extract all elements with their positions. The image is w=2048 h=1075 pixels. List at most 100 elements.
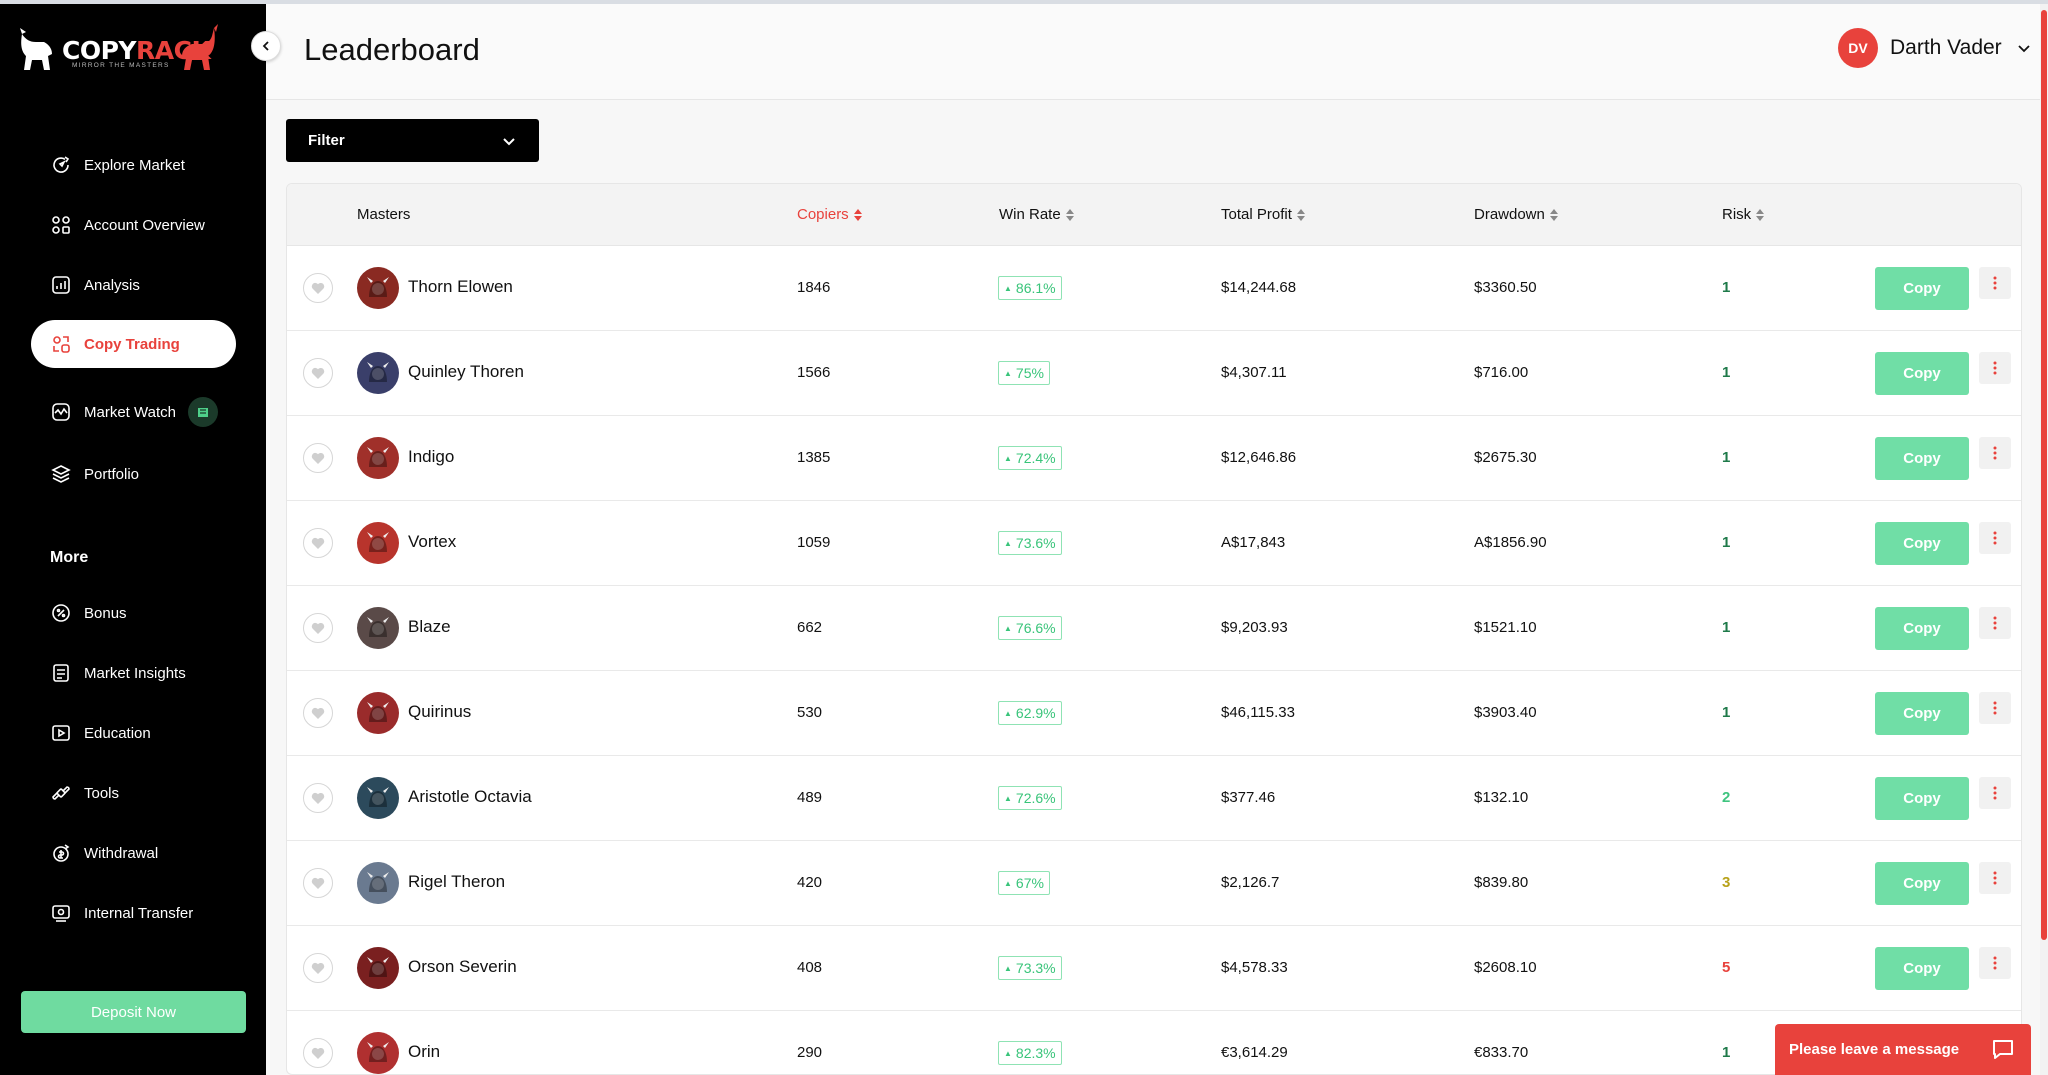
chat-widget[interactable]: Please leave a message [1775, 1024, 2031, 1075]
sidebar-item-copy-trading[interactable]: Copy Trading [31, 320, 236, 368]
sidebar-item-withdrawal[interactable]: Withdrawal [31, 829, 236, 877]
chevron-down-icon [2018, 45, 2030, 53]
column-drawdown[interactable]: Drawdown [1474, 206, 1559, 223]
table-row: Quinley Thoren 1566 ▲ 75% $4,307.11 $716… [287, 331, 2021, 416]
drawdown-value: $1521.10 [1474, 619, 1537, 636]
risk-value: 1 [1722, 534, 1731, 551]
win-rate-value: 76.6% [1015, 620, 1056, 636]
master-name[interactable]: Aristotle Octavia [408, 787, 532, 806]
more-options-button[interactable] [1979, 777, 2011, 809]
bull-avatar-icon [357, 1032, 399, 1074]
copy-button[interactable]: Copy [1875, 947, 1969, 990]
deposit-now-button[interactable]: Deposit Now [21, 991, 246, 1033]
master-name[interactable]: Vortex [408, 532, 457, 551]
master-avatar[interactable] [357, 437, 399, 479]
more-options-button[interactable] [1979, 692, 2011, 724]
master-avatar[interactable] [357, 777, 399, 819]
copy-button[interactable]: Copy [1875, 437, 1969, 480]
master-name[interactable]: Orson Severin [408, 957, 517, 976]
win-rate-value: 86.1% [1015, 280, 1056, 296]
favorite-button[interactable] [303, 443, 333, 473]
table-row: Quirinus 530 ▲ 62.9% $46,115.33 $3903.40… [287, 671, 2021, 756]
copy-button[interactable]: Copy [1875, 352, 1969, 395]
master-avatar[interactable] [357, 1032, 399, 1074]
copy-button[interactable]: Copy [1875, 607, 1969, 650]
favorite-button[interactable] [303, 613, 333, 643]
column-copiers[interactable]: Copiers [797, 206, 863, 223]
master-name[interactable]: Rigel Theron [408, 872, 506, 891]
collapse-sidebar-button[interactable] [251, 31, 281, 61]
sidebar-item-education[interactable]: Education [31, 709, 236, 757]
sidebar-item-portfolio[interactable]: Portfolio [31, 450, 236, 498]
scrollbar-thumb[interactable] [2041, 10, 2047, 940]
more-options-button[interactable] [1979, 267, 2011, 299]
bull-avatar-icon [357, 352, 399, 394]
red-bull-icon [182, 24, 218, 70]
master-name[interactable]: Quirinus [408, 702, 472, 721]
win-rate-badge: ▲ 62.9% [998, 701, 1062, 725]
favorite-button[interactable] [303, 953, 333, 983]
drawdown-value: A$1856.90 [1474, 534, 1547, 551]
more-options-button[interactable] [1979, 862, 2011, 894]
heart-icon [311, 622, 325, 634]
copy-button[interactable]: Copy [1875, 267, 1969, 310]
sidebar-item-tools[interactable]: Tools [31, 769, 236, 817]
master-avatar[interactable] [357, 692, 399, 734]
master-avatar[interactable] [357, 862, 399, 904]
column-total-profit[interactable]: Total Profit [1221, 206, 1306, 223]
column-risk[interactable]: Risk [1722, 206, 1765, 223]
layers-icon [50, 463, 72, 485]
master-avatar[interactable] [357, 522, 399, 564]
explore-icon [50, 154, 72, 176]
copy-button[interactable]: Copy [1875, 522, 1969, 565]
favorite-button[interactable] [303, 358, 333, 388]
favorite-button[interactable] [303, 868, 333, 898]
filter-label: Filter [308, 132, 345, 149]
favorite-button[interactable] [303, 1038, 333, 1068]
sidebar-item-explore-market[interactable]: Explore Market [31, 141, 236, 189]
filter-dropdown[interactable]: Filter [286, 119, 539, 162]
more-options-button[interactable] [1979, 947, 2011, 979]
total-profit-value: $4,578.33 [1221, 959, 1288, 976]
sidebar-item-bonus[interactable]: Bonus [31, 589, 236, 637]
sidebar-item-market-insights[interactable]: Market Insights [31, 649, 236, 697]
master-avatar[interactable] [357, 947, 399, 989]
favorite-button[interactable] [303, 273, 333, 303]
user-menu[interactable]: DV Darth Vader [1838, 28, 2032, 68]
more-options-button[interactable] [1979, 607, 2011, 639]
more-options-button[interactable] [1979, 352, 2011, 384]
sidebar-item-market-watch[interactable]: Market Watch [31, 388, 236, 436]
favorite-button[interactable] [303, 528, 333, 558]
master-avatar[interactable] [357, 607, 399, 649]
sidebar-item-analysis[interactable]: Analysis [31, 261, 236, 309]
sort-icon [1549, 208, 1559, 222]
kebab-menu-icon [1993, 276, 1997, 290]
master-avatar[interactable] [357, 267, 399, 309]
favorite-button[interactable] [303, 783, 333, 813]
master-avatar[interactable] [357, 352, 399, 394]
logo[interactable]: COPYRACK MIRROR THE MASTERS [18, 24, 218, 76]
master-name[interactable]: Thorn Elowen [408, 277, 513, 296]
sidebar-item-account-overview[interactable]: Account Overview [31, 201, 236, 249]
sidebar-item-label: Bonus [84, 604, 127, 622]
sidebar: COPYRACK MIRROR THE MASTERS Explore Mark… [0, 4, 266, 1075]
favorite-button[interactable] [303, 698, 333, 728]
copy-button[interactable]: Copy [1875, 777, 1969, 820]
kebab-menu-icon [1993, 361, 1997, 375]
win-rate-value: 67% [1015, 875, 1044, 891]
sidebar-item-internal-transfer[interactable]: Internal Transfer [31, 889, 236, 937]
copy-button[interactable]: Copy [1875, 692, 1969, 735]
risk-value: 1 [1722, 279, 1731, 296]
table-row: Vortex 1059 ▲ 73.6% A$17,843 A$1856.90 1… [287, 501, 2021, 586]
master-name[interactable]: Orin [408, 1042, 441, 1061]
copiers-value: 530 [797, 704, 823, 721]
copy-button[interactable]: Copy [1875, 862, 1969, 905]
master-name[interactable]: Indigo [408, 447, 455, 466]
more-options-button[interactable] [1979, 522, 2011, 554]
column-win-rate[interactable]: Win Rate [999, 206, 1075, 223]
risk-value: 5 [1722, 959, 1731, 976]
master-name[interactable]: Blaze [408, 617, 451, 636]
table-row: Thorn Elowen 1846 ▲ 86.1% $14,244.68 $33… [287, 246, 2021, 331]
more-options-button[interactable] [1979, 437, 2011, 469]
master-name[interactable]: Quinley Thoren [408, 362, 524, 381]
